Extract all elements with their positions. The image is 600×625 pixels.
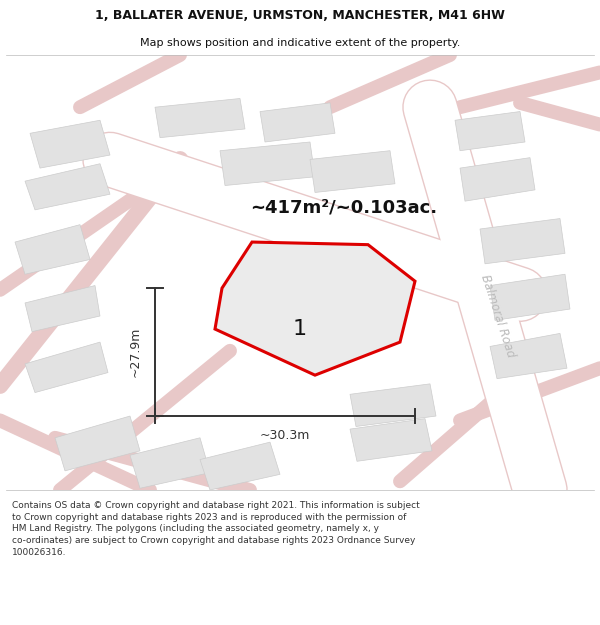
Text: Map shows position and indicative extent of the property.: Map shows position and indicative extent… <box>140 38 460 48</box>
Polygon shape <box>25 342 108 392</box>
Polygon shape <box>490 333 567 379</box>
Polygon shape <box>15 224 90 274</box>
Polygon shape <box>220 142 315 186</box>
Polygon shape <box>200 442 280 490</box>
Polygon shape <box>130 438 210 488</box>
Polygon shape <box>260 103 335 142</box>
Polygon shape <box>25 286 100 332</box>
Polygon shape <box>490 274 570 321</box>
Text: Ballater Avenue: Ballater Avenue <box>284 249 376 293</box>
Text: Balmoral Road: Balmoral Road <box>478 273 518 359</box>
Text: ~417m²/~0.103ac.: ~417m²/~0.103ac. <box>250 198 437 216</box>
Polygon shape <box>350 384 436 426</box>
Polygon shape <box>350 419 432 461</box>
Text: ~27.9m: ~27.9m <box>128 327 142 378</box>
Polygon shape <box>215 242 415 375</box>
Polygon shape <box>30 120 110 168</box>
Polygon shape <box>480 219 565 264</box>
Text: 1, BALLATER AVENUE, URMSTON, MANCHESTER, M41 6HW: 1, BALLATER AVENUE, URMSTON, MANCHESTER,… <box>95 9 505 22</box>
Polygon shape <box>155 99 245 138</box>
Text: ~30.3m: ~30.3m <box>260 429 310 442</box>
Polygon shape <box>310 151 395 192</box>
Text: Contains OS data © Crown copyright and database right 2021. This information is : Contains OS data © Crown copyright and d… <box>12 501 420 557</box>
Polygon shape <box>455 111 525 151</box>
Polygon shape <box>460 158 535 201</box>
Text: 1: 1 <box>293 319 307 339</box>
Polygon shape <box>25 164 110 210</box>
Polygon shape <box>55 416 140 471</box>
